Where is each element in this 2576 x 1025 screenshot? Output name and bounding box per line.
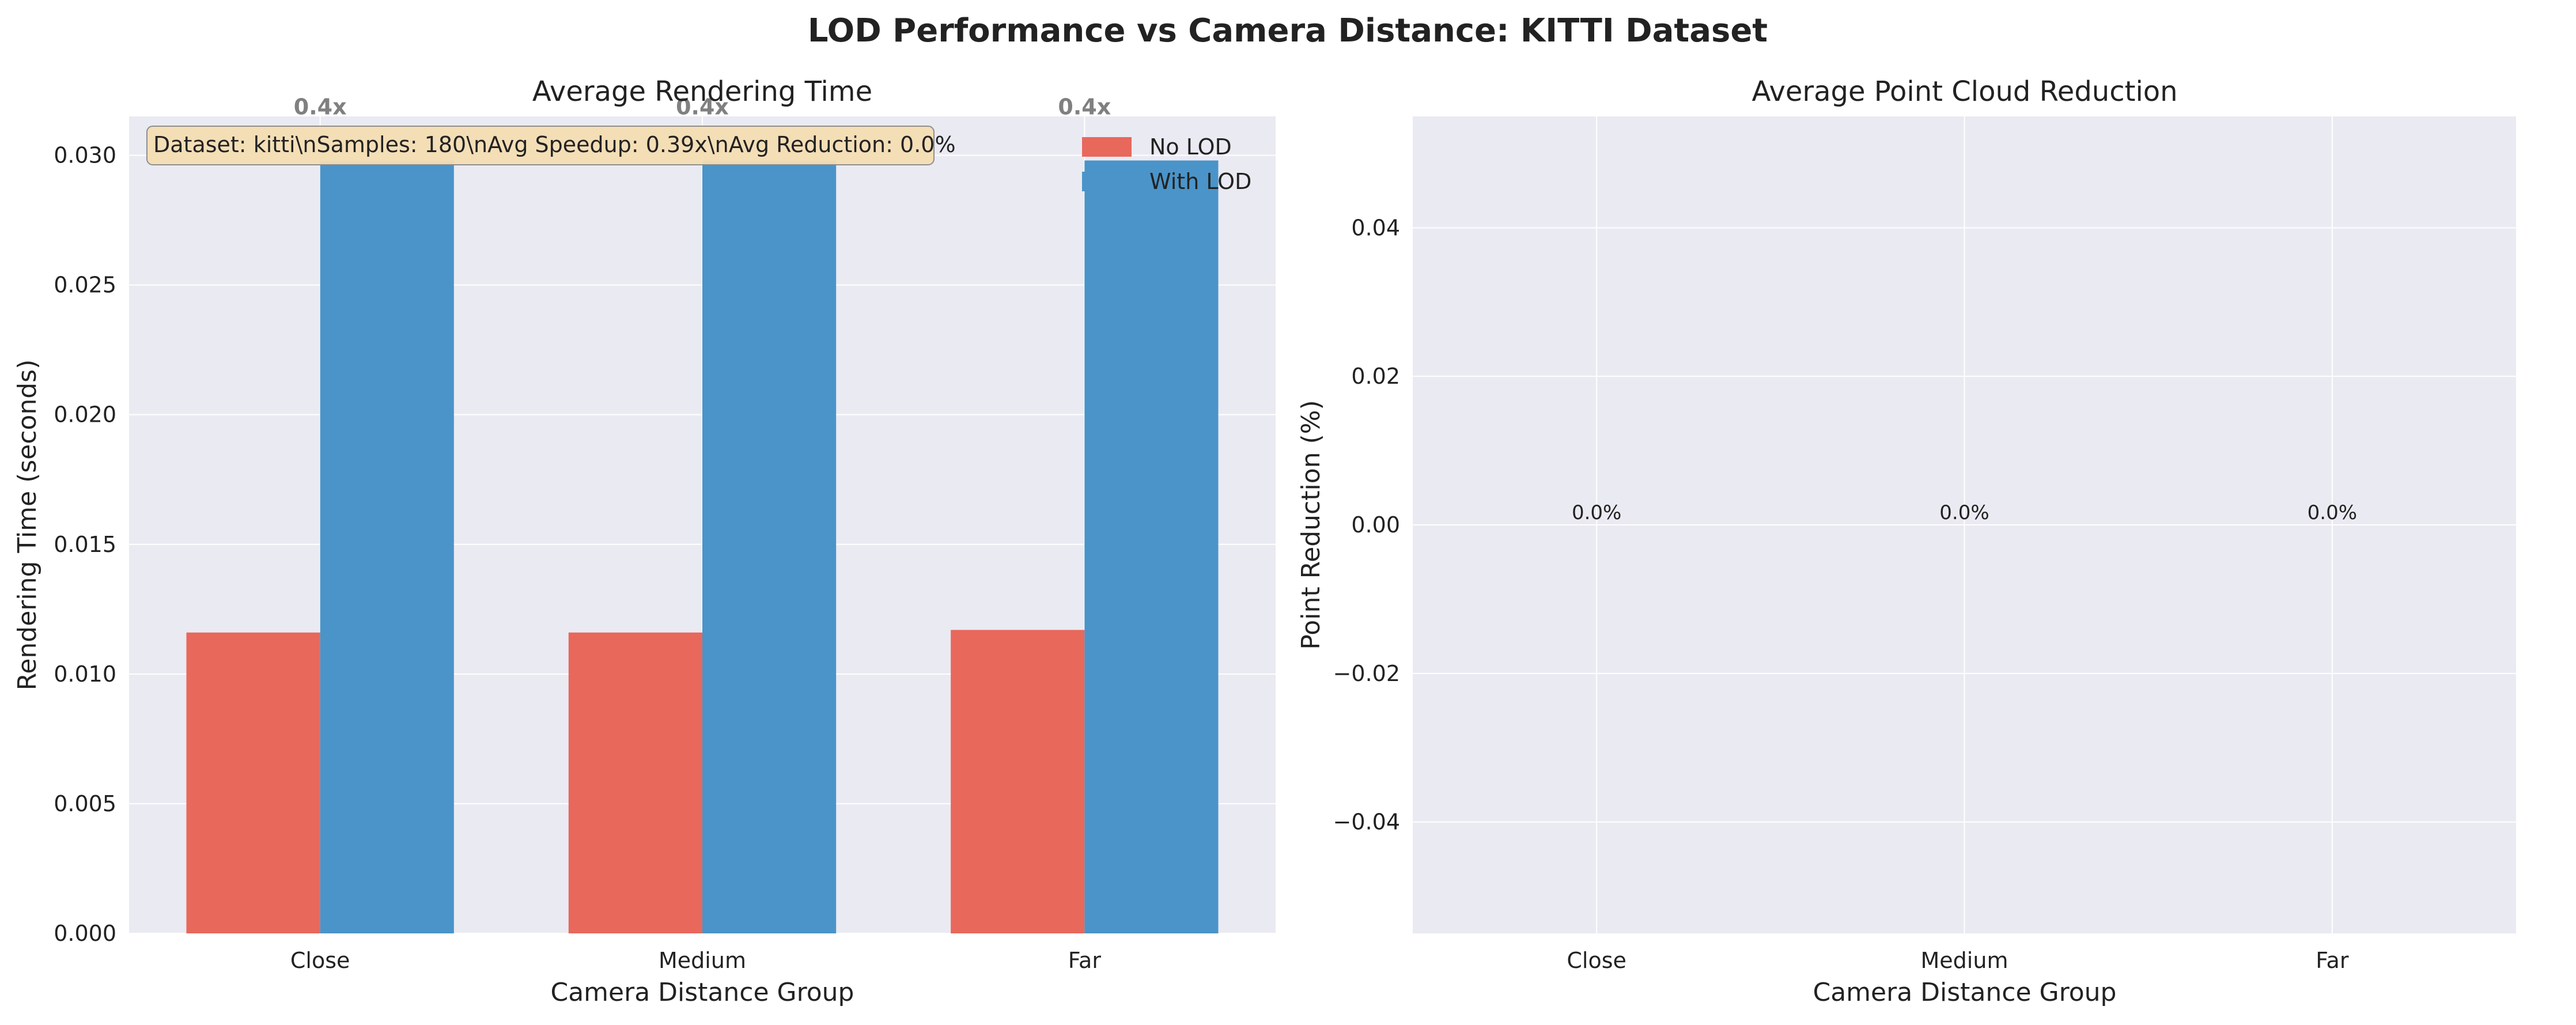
point-reduction-y-axis-label: Point Reduction (%) (1296, 400, 1326, 649)
bar-no-lod-far (951, 630, 1085, 933)
x-tick-label: Close (290, 948, 350, 973)
y-tick-label: 0.030 (54, 143, 116, 168)
point-reduction-grid (1413, 116, 2516, 933)
x-tick-label: Medium (659, 948, 746, 973)
figure-title: LOD Performance vs Camera Distance: KITT… (808, 12, 1768, 50)
bar-no-lod-close (186, 632, 320, 933)
reduction-labels: 0.0% 0.0% 0.0% (1572, 501, 2357, 524)
bar-with-lod-far (1084, 160, 1219, 933)
reduction-label: 0.0% (1939, 501, 1989, 524)
speedup-label: 0.4x (294, 94, 347, 120)
info-box-frame (146, 126, 935, 165)
rendering-time-x-axis-label: Camera Distance Group (551, 978, 854, 1007)
point-reduction-y-ticks: −0.04 −0.02 0.00 0.02 0.04 (1333, 215, 1400, 834)
speedup-labels: 0.4x 0.4x 0.4x (294, 94, 1111, 120)
rendering-time-x-ticks: Close Medium Far (290, 948, 1101, 973)
legend: No LOD With LOD (1082, 134, 1251, 194)
rendering-time-bars (186, 160, 1219, 933)
point-reduction-x-axis-label: Camera Distance Group (1813, 978, 2117, 1007)
y-tick-label: 0.04 (1351, 215, 1400, 240)
bar-with-lod-close (320, 160, 454, 933)
y-tick-label: 0.010 (54, 661, 116, 687)
y-tick-label: 0.020 (54, 402, 116, 428)
bar-with-lod-medium (702, 160, 837, 933)
reduction-label: 0.0% (1572, 501, 1621, 524)
legend-label-no-lod: No LOD (1149, 134, 1232, 160)
info-box-text: Dataset: kitti\nSamples: 180\nAvg Speedu… (153, 132, 956, 157)
info-box: Dataset: kitti\nSamples: 180\nAvg Speedu… (146, 126, 956, 165)
x-tick-label: Medium (1921, 948, 2008, 973)
y-tick-label: −0.04 (1333, 810, 1400, 835)
y-tick-label: 0.00 (1351, 512, 1400, 538)
y-tick-label: −0.02 (1333, 661, 1400, 686)
legend-swatch-with-lod (1082, 172, 1132, 191)
speedup-label: 0.4x (676, 94, 729, 120)
x-tick-label: Far (2316, 948, 2349, 973)
rendering-time-y-ticks: 0.000 0.005 0.010 0.015 0.020 0.025 0.030 (54, 143, 116, 946)
y-tick-label: 0.005 (54, 791, 116, 816)
y-tick-label: 0.000 (54, 921, 116, 946)
bar-no-lod-medium (568, 632, 702, 933)
speedup-label: 0.4x (1058, 94, 1111, 120)
point-reduction-title: Average Point Cloud Reduction (1752, 75, 2177, 108)
point-reduction-x-ticks: Close Medium Far (1567, 948, 2348, 973)
rendering-time-y-axis-label: Rendering Time (seconds) (13, 360, 42, 691)
legend-label-with-lod: With LOD (1149, 169, 1251, 194)
legend-swatch-no-lod (1082, 137, 1132, 157)
rendering-time-title: Average Rendering Time (532, 75, 872, 108)
y-tick-label: 0.015 (54, 532, 116, 557)
reduction-label: 0.0% (2308, 501, 2357, 524)
point-reduction-panel: −0.04 −0.02 0.00 0.02 0.04 Close Medium Far 0.… (1296, 75, 2516, 1007)
y-tick-label: 0.025 (54, 273, 116, 298)
x-tick-label: Close (1567, 948, 1626, 973)
rendering-time-panel: 0.000 0.005 0.010 0.015 0.020 0.025 0.030 Clos… (13, 75, 1276, 1007)
y-tick-label: 0.02 (1351, 364, 1400, 389)
x-tick-label: Far (1068, 948, 1102, 973)
